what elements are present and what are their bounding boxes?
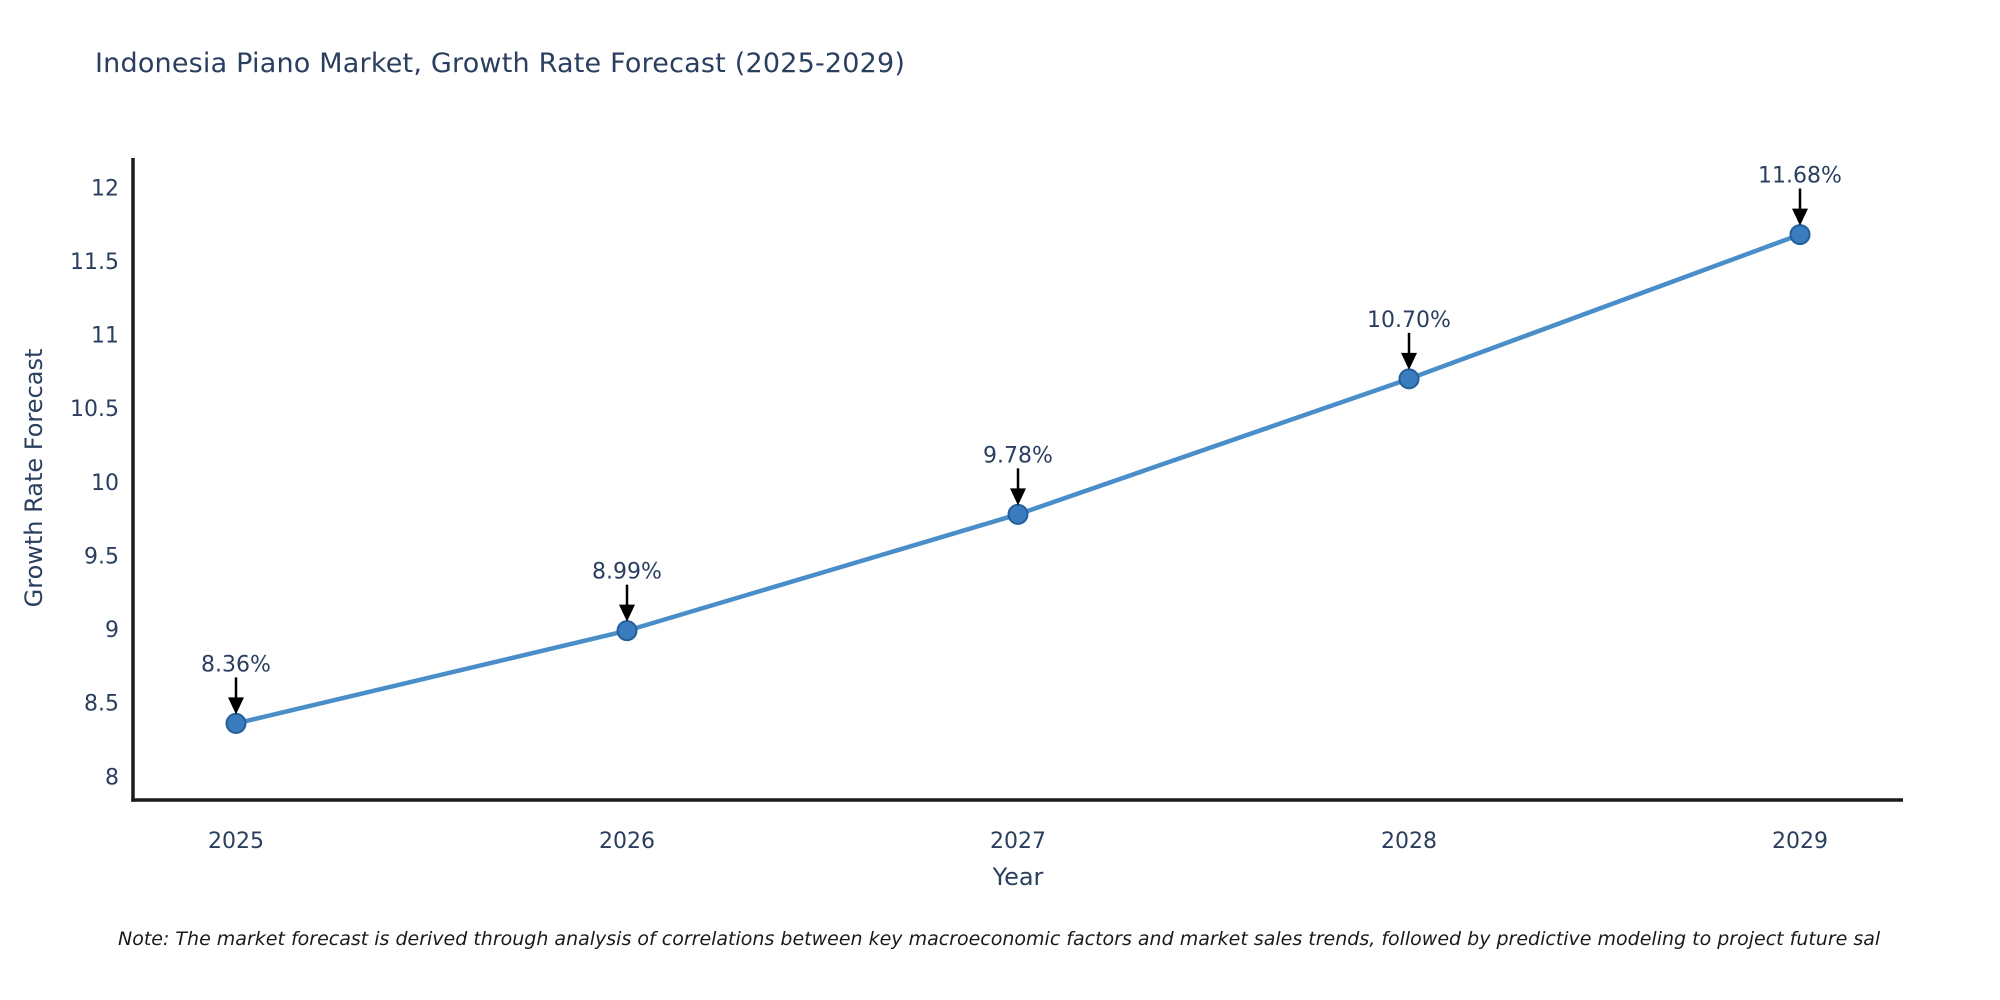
- annotation-arrow-head: [619, 604, 635, 622]
- data-point-marker: [616, 620, 638, 642]
- data-point-marker: [1789, 224, 1811, 246]
- data-point-marker: [1398, 368, 1420, 390]
- annotation-label: 8.36%: [201, 652, 271, 677]
- x-tick-label: 2029: [1772, 829, 1828, 854]
- annotation-arrow-head: [228, 697, 244, 715]
- annotation-label: 9.78%: [983, 443, 1053, 468]
- x-tick-label: 2028: [1381, 829, 1437, 854]
- annotation-label: 8.99%: [592, 560, 662, 585]
- y-tick-label: 11.5: [70, 250, 119, 275]
- data-point-marker: [1007, 503, 1029, 525]
- y-tick-label: 9.5: [84, 544, 119, 569]
- y-tick-label: 10: [91, 471, 119, 496]
- data-point-marker: [225, 712, 247, 734]
- x-tick-label: 2025: [208, 829, 264, 854]
- y-tick-label: 8: [105, 765, 119, 790]
- footnote: Note: The market forecast is derived thr…: [118, 928, 1881, 950]
- chart-title: Indonesia Piano Market, Growth Rate Fore…: [95, 48, 906, 79]
- annotation-arrow-head: [1010, 488, 1026, 506]
- y-tick-label: 8.5: [84, 692, 119, 717]
- y-tick-label: 10.5: [70, 397, 119, 422]
- annotation-label: 10.70%: [1367, 308, 1451, 333]
- x-tick-label: 2027: [990, 829, 1046, 854]
- y-tick-label: 12: [91, 176, 119, 201]
- y-tick-label: 11: [91, 324, 119, 349]
- y-tick-label: 9: [105, 618, 119, 643]
- annotation-arrow-head: [1401, 352, 1417, 370]
- x-axis-title: Year: [992, 863, 1044, 891]
- x-tick-label: 2026: [599, 829, 655, 854]
- annotation-arrow-head: [1792, 208, 1808, 226]
- annotation-label: 11.68%: [1758, 164, 1842, 189]
